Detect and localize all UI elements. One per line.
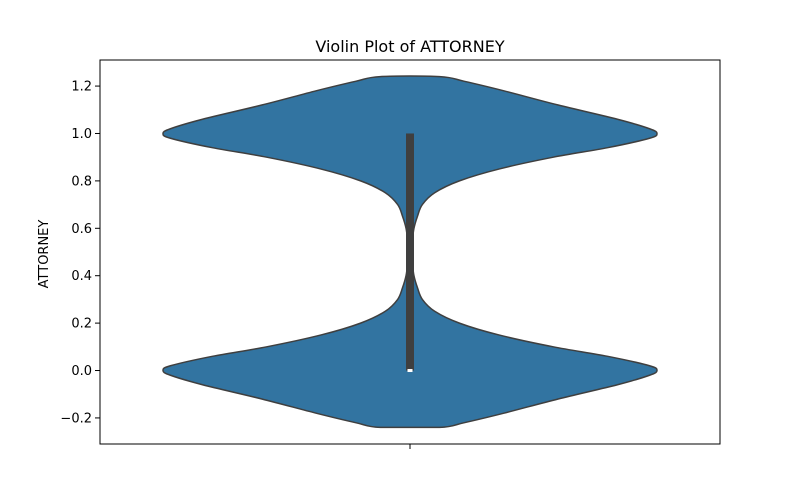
y-tick-label: 0.8 [71,174,92,189]
y-tick-label: 0.6 [71,222,92,237]
median-marker [407,369,413,373]
y-tick-label: 0.0 [71,364,92,379]
iqr-box [406,133,414,371]
y-tick-label: 1.2 [71,80,92,95]
y-axis-label: ATTORNEY [37,220,52,289]
y-axis: −0.2 0.0 0.2 0.4 0.6 0.8 1.0 1.2 [60,80,100,426]
plot-marks [162,75,658,429]
y-tick-label: 1.0 [71,127,92,142]
y-tick-label: 0.2 [71,317,92,332]
y-tick-label: −0.2 [60,411,92,426]
chart-title: Violin Plot of ATTORNEY [315,37,504,56]
y-tick-label: 0.4 [71,269,92,284]
